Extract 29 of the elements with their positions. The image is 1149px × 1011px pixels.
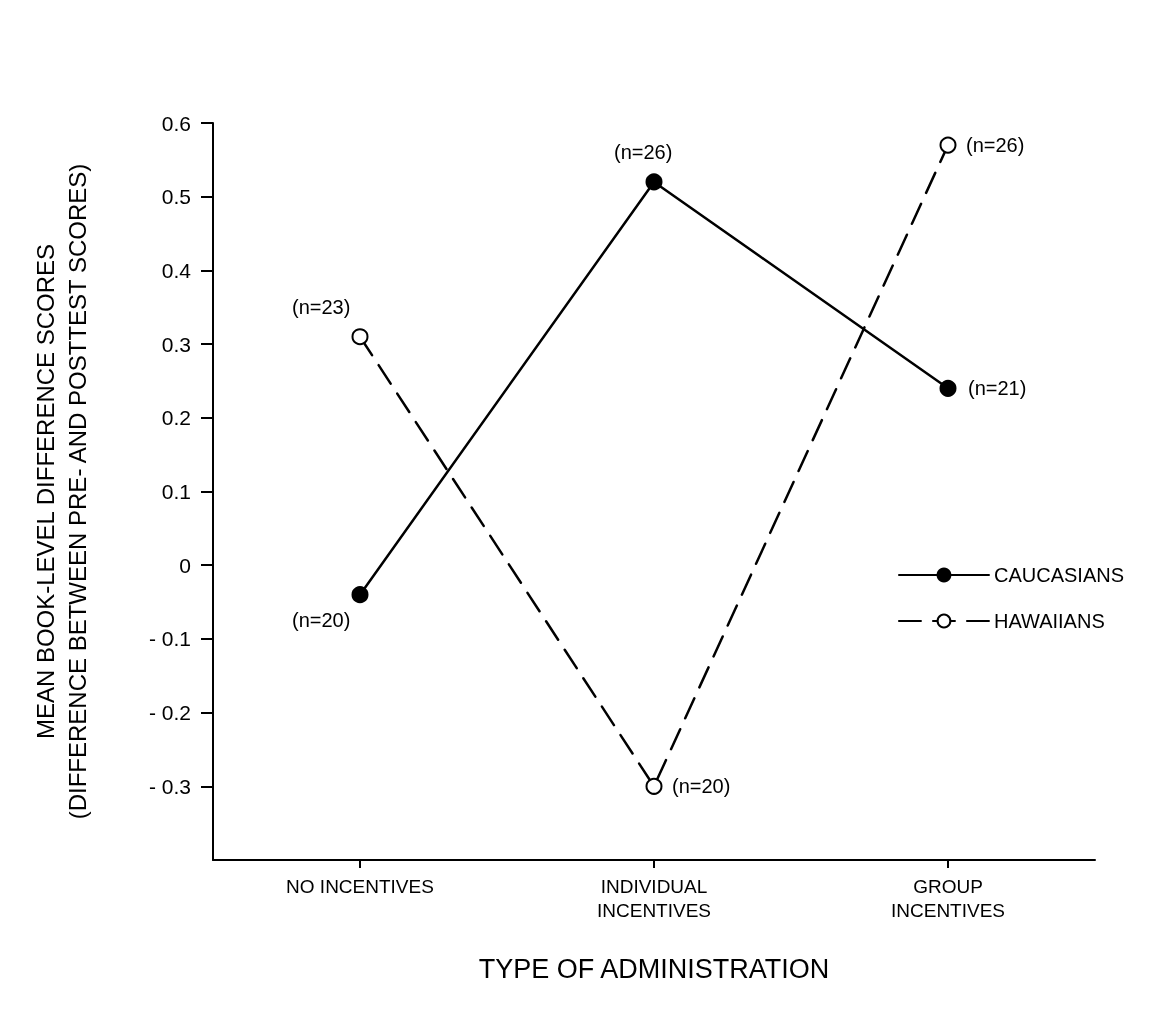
y-tick-label: 0 <box>179 553 191 577</box>
y-tick-label: 0.3 <box>161 332 191 356</box>
y-tick-label: 0.2 <box>161 406 191 430</box>
annotation: (n=26) <box>614 140 673 163</box>
point <box>645 173 663 191</box>
point <box>939 379 957 397</box>
x-tick-label: NO INCENTIVES <box>286 875 434 897</box>
y-tick-label: 0.4 <box>161 258 192 282</box>
y-axis-title: MEAN BOOK-LEVEL DIFFERENCE SCORES (DIFFERENCE BETWEEN PRE- AND POSTTEST SCORES) <box>31 163 91 820</box>
x-tick-label: GROUP INCENTIVES <box>890 875 1006 921</box>
annotation: (n=20) <box>672 775 731 798</box>
y-tick-label: - 0.1 <box>148 627 191 651</box>
x-axis-title: TYPE OF ADMINISTRATION <box>478 953 830 984</box>
point <box>645 777 663 795</box>
annotation: (n=21) <box>968 377 1027 400</box>
x-tick-label: INDIVIDUAL INCENTIVES <box>596 875 712 921</box>
point <box>939 136 957 154</box>
y-tick-label: 0.1 <box>161 480 191 503</box>
point <box>351 328 369 346</box>
annotation: (n=20) <box>292 608 351 631</box>
y-tick-label: 0.5 <box>161 185 191 209</box>
point <box>351 586 369 604</box>
y-tick-label: - 0.2 <box>148 701 191 725</box>
annotation: (n=23) <box>292 295 351 318</box>
y-tick-label: 0.6 <box>161 111 191 135</box>
legend-label: HAWAIIANS <box>993 610 1105 632</box>
y-tick-label: - 0.3 <box>148 774 191 798</box>
annotation: (n=26) <box>966 134 1025 157</box>
legend-label: CAUCASIANS <box>993 564 1124 586</box>
